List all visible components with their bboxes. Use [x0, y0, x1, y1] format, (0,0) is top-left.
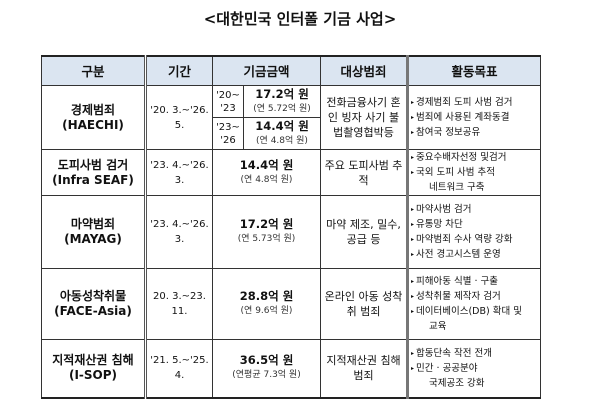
goal-item: 민간 · 공공분야 — [411, 361, 538, 376]
fund-span: '23~ '26 — [212, 117, 244, 150]
span-start: '20~ — [216, 89, 240, 101]
fund-annual: (연평균 7.3억 원) — [232, 370, 301, 381]
interpol-fund-table: 구분 기간 기금금액 대상범죄 활동목표 경제범죄 (HAECHI) '20. 3… — [41, 55, 542, 399]
fund-amount: 14.4억 원 — [239, 157, 294, 172]
fund-amount: 17.2억 원 — [255, 86, 309, 101]
category-code: (HAECHI) — [62, 117, 124, 132]
fund-cell: 17.2억 원 (연 5.73억 원) — [211, 195, 322, 269]
category-cell: 마약범죄 (MAYAG) — [41, 195, 146, 269]
header-period: 기간 — [144, 55, 213, 86]
fund-amount: 17.2억 원 — [239, 217, 294, 231]
category-name: 경제범죄 — [70, 102, 116, 117]
period-cell: '23. 4.~'26. 3. — [144, 195, 213, 269]
goals-cell: 경제범죄 도피 사범 검거 범죄에 사용된 계좌동결 참여국 정보공유 — [406, 85, 542, 150]
goals-cell: 마약사범 검거 유통망 차단 마약범죄 수사 역량 강화 사전 경고시스템 운영 — [406, 195, 542, 269]
goal-item: 경제범죄 도피 사범 검거 — [411, 95, 538, 110]
table-row-sub: '23~ '26 14.4억 원 (연 4.8억 원) — [42, 117, 541, 150]
header-fund: 기금금액 — [211, 55, 322, 86]
category-name: 도피사범 검거 — [57, 157, 129, 172]
fund-cell: 14.4억 원 (연 4.8억 원) — [242, 117, 322, 150]
category-cell: 지적재산권 침해 (I-SOP) — [41, 339, 146, 399]
target-cell: 지적재산권 침해 범죄 — [320, 339, 409, 399]
table-row: 마약범죄 (MAYAG) '23. 4.~'26. 3. 17.2억 원 (연 5.… — [41, 195, 542, 269]
period-cell: '21. 5.~'25. 4. — [144, 339, 213, 399]
fund-span: '20~ '23 — [212, 85, 244, 118]
table-row: 지적재산권 침해 (I-SOP) '21. 5.~'25. 4. 36.5억 원 (… — [41, 339, 542, 399]
category-name: 마약범죄 — [70, 217, 116, 231]
period-cell: '20. 3.~'26. 5. — [144, 85, 213, 150]
category-cell: 아동성착취물 (FACE-Asia) — [41, 268, 146, 340]
category-name: 지적재산권 침해 — [52, 353, 134, 368]
fund-amount: 14.4억 원 — [255, 118, 309, 133]
fund-cell: 36.5억 원 (연평균 7.3억 원) — [211, 339, 322, 399]
header-goals: 활동목표 — [406, 55, 542, 86]
goal-item: 피해아동 식별 · 구출 — [411, 274, 538, 289]
category-cell: 도피사범 검거 (Infra SEAF) — [41, 149, 146, 196]
goals-cell: 중요수배자선정 및검거 국외 도피 사범 추적 네트워크 구축 — [406, 149, 542, 196]
goal-item: 참여국 정보공유 — [411, 125, 538, 140]
table-row: 아동성착취물 (FACE-Asia) 20. 3.~23. 11. 28.8억 원… — [41, 268, 542, 340]
fund-annual: (연 5.73억 원) — [237, 234, 296, 244]
target-cell: 온라인 아동 성착취 범죄 — [320, 268, 409, 340]
span-end: '23 — [220, 102, 236, 114]
fund-amount: 36.5억 원 — [239, 353, 294, 368]
table-row: 도피사범 검거 (Infra SEAF) '23. 4.~'26. 3. 14.4… — [41, 149, 542, 196]
header-target: 대상범죄 — [320, 55, 409, 86]
fund-annual: (연 5.72억 원) — [253, 103, 311, 114]
header-row: 구분 기간 기금금액 대상범죄 활동목표 — [41, 55, 542, 86]
target-cell: 주요 도피사범 추적 — [320, 149, 409, 196]
goal-item: 국외 도피 사범 추적 — [411, 165, 538, 180]
period-cell: '23. 4.~'26. 3. — [144, 149, 213, 196]
goal-item: 마약사범 검거 — [411, 202, 538, 217]
fund-annual: (연 9.6억 원) — [240, 306, 293, 316]
category-code: (I-SOP) — [68, 368, 118, 383]
target-cell: 마약 제조, 밀수, 공급 등 — [320, 195, 409, 269]
goal-item: 범죄에 사용된 계좌동결 — [411, 110, 538, 125]
category-code: (MAYAG) — [64, 232, 122, 246]
fund-annual: (연 4.8억 원) — [240, 174, 293, 185]
goal-item: 합동단속 작전 전개 — [411, 346, 538, 361]
fund-cell: 14.4억 원 (연 4.8억 원) — [211, 149, 322, 196]
goal-item: 유통망 차단 — [411, 217, 538, 232]
goal-item-continued: 국제공조 강화 — [429, 377, 485, 389]
category-code: (Infra SEAF) — [52, 172, 134, 187]
table-row: 경제범죄 (HAECHI) '20. 3.~'26. 5. '20~ '23 17.… — [41, 85, 542, 150]
goal-item-continued: 네트워크 구축 — [429, 182, 485, 193]
category-code: (FACE-Asia) — [54, 304, 132, 318]
category-name: 아동성착취물 — [59, 289, 127, 303]
goal-item: 데이터베이스(DB) 확대 및 — [411, 304, 538, 319]
span-end: '26 — [220, 134, 236, 146]
fund-amount: 28.8억 원 — [239, 289, 294, 303]
goals-cell: 피해아동 식별 · 구출 성착취물 제작자 검거 데이터베이스(DB) 확대 및… — [406, 268, 542, 340]
goal-item: 마약범죄 수사 역량 강화 — [411, 232, 538, 247]
span-start: '23~ — [216, 121, 240, 133]
goals-cell: 합동단속 작전 전개 민간 · 공공분야 국제공조 강화 — [406, 339, 542, 399]
period-cell: 20. 3.~23. 11. — [144, 268, 213, 340]
goal-item-continued: 교육 — [429, 321, 447, 332]
document-title: <대한민국 인터폴 기금 사업> — [203, 10, 397, 28]
fund-cell: 28.8억 원 (연 9.6억 원) — [211, 268, 322, 340]
target-cell: 전화금융사기 혼인 빙자 사기 불법촬영협박등 — [320, 85, 409, 150]
goal-item: 성착취물 제작자 검거 — [411, 289, 538, 304]
fund-cell: 17.2억 원 (연 5.72억 원) — [242, 85, 322, 118]
goal-item: 중요수배자선정 및검거 — [411, 151, 538, 166]
fund-annual: (연 4.8억 원) — [256, 135, 308, 146]
category-cell: 경제범죄 (HAECHI) — [41, 85, 146, 150]
goal-item: 사전 경고시스템 운영 — [411, 247, 538, 262]
header-category: 구분 — [41, 55, 146, 86]
